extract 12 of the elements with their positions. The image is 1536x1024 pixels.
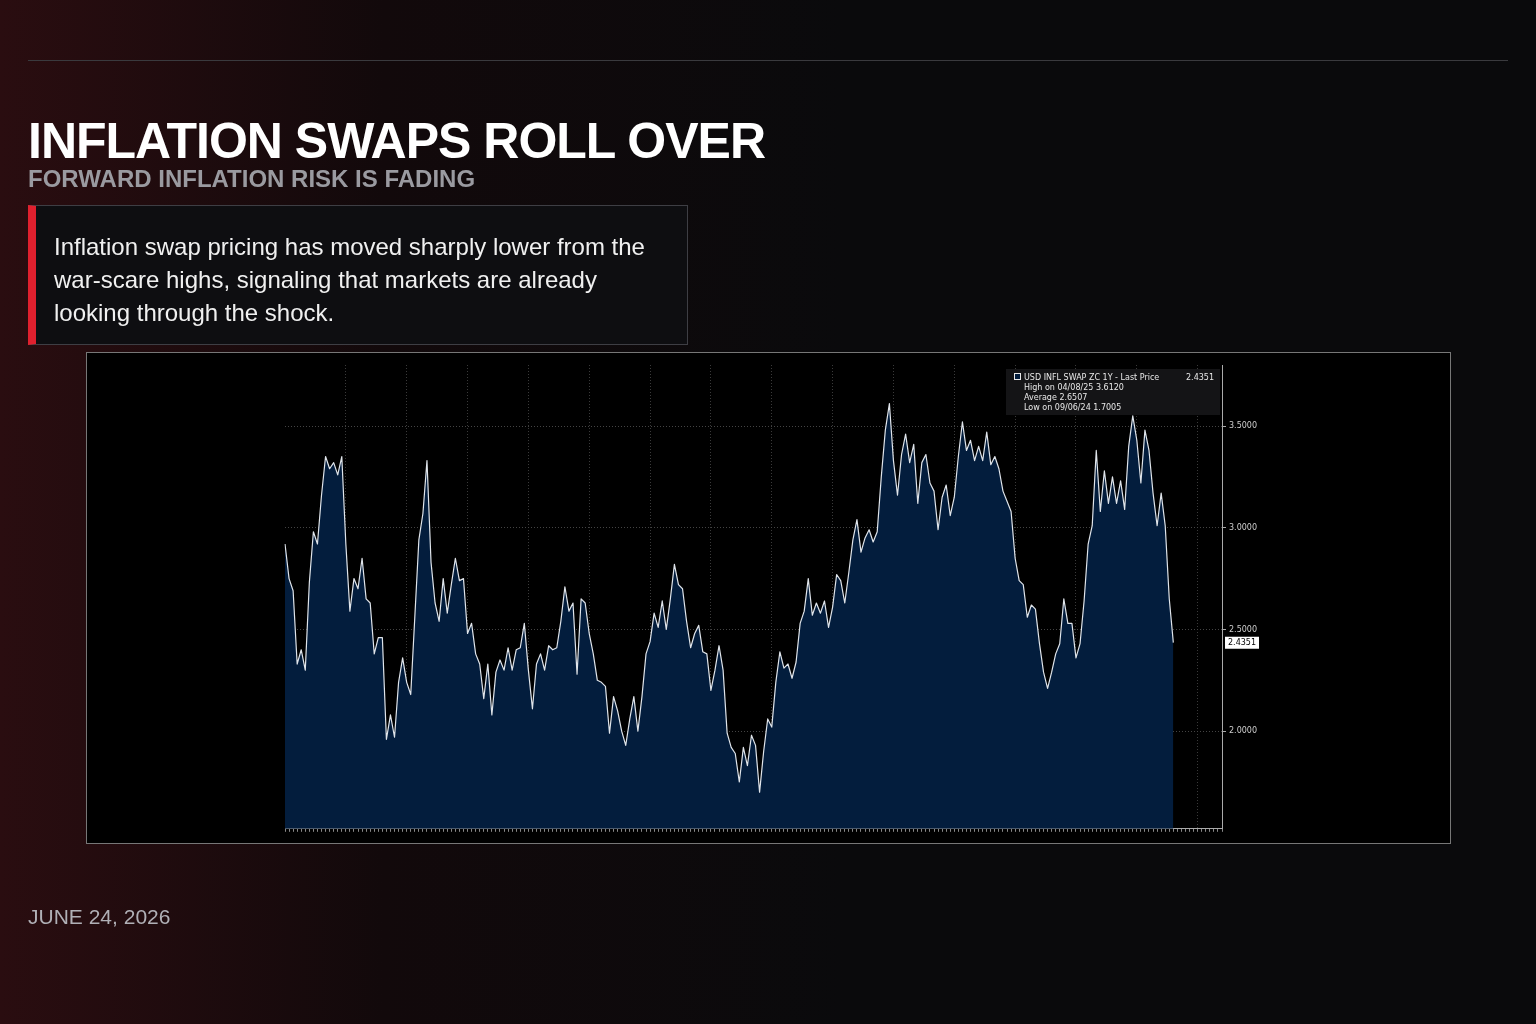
text: Inflation swap pricing has moved sharply lower from the war-scare highs, signaling that markets are already looking through the shock. xyxy=(28,205,688,345)
annotation: Average 2.6507 xyxy=(1024,392,1088,402)
annotation: 2.4351 xyxy=(1186,372,1214,382)
legend-label: USD INFL SWAP ZC 1Y - Last Price xyxy=(1024,372,1160,382)
annotation: Low on 09/06/24 1.7005 xyxy=(1024,402,1122,412)
y-tick-label: 3.0000 xyxy=(1229,522,1258,532)
annotation: High on 04/08/25 3.6120 xyxy=(1024,382,1124,392)
y-tick-label: 3.5000 xyxy=(1229,421,1258,431)
text: JUNE 24, 2026 xyxy=(28,905,171,929)
y-tick-label: 2.5000 xyxy=(1229,624,1258,634)
y-tick-label: 2.0000 xyxy=(1229,726,1258,736)
text: 2.4351 xyxy=(1228,637,1257,647)
